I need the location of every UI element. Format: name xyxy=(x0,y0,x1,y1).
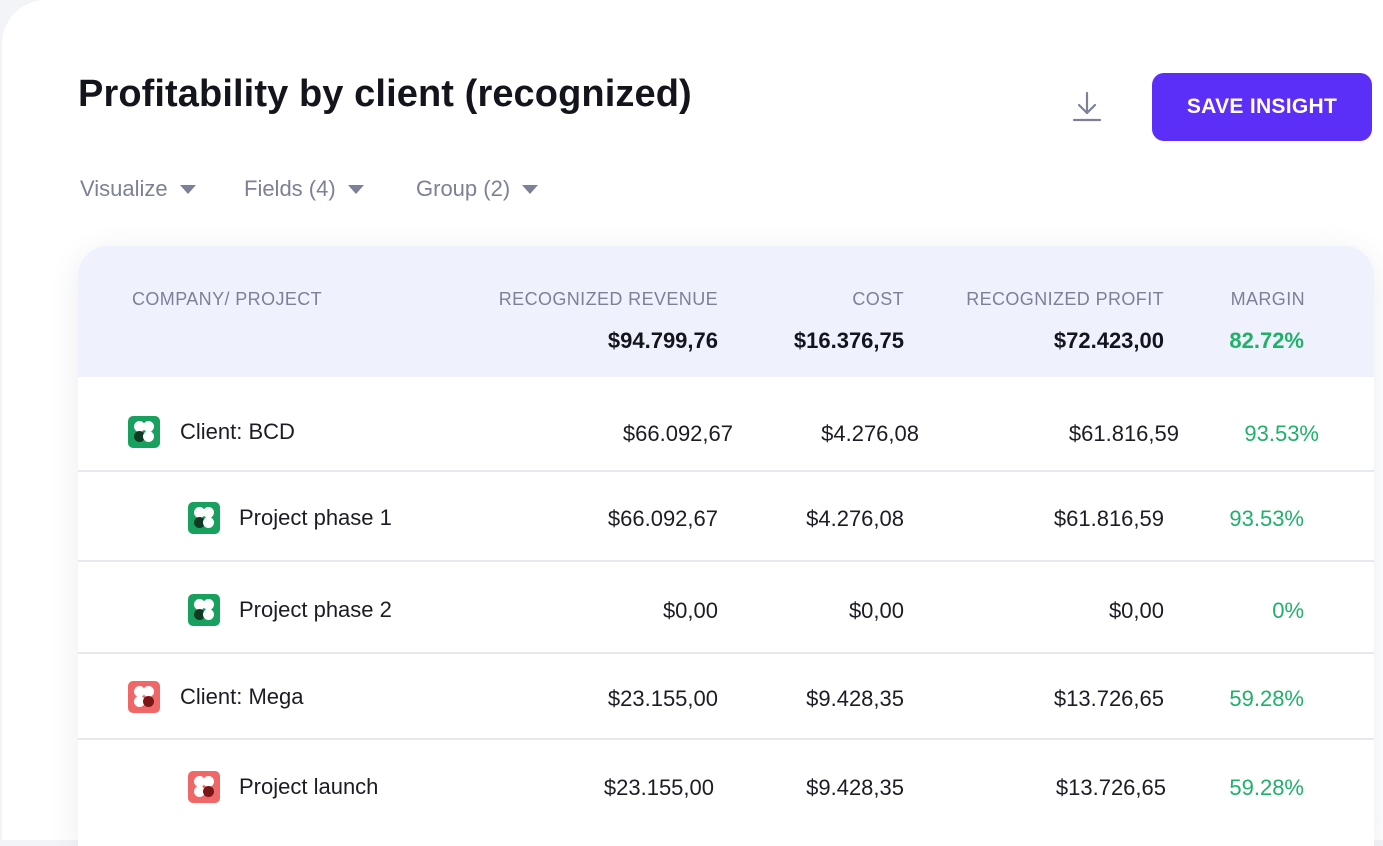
visualize-dropdown[interactable]: Visualize xyxy=(80,172,196,206)
group-label: Group (2) xyxy=(416,176,511,201)
row-profit: $13.726,65 xyxy=(1055,775,1166,800)
download-button[interactable] xyxy=(1068,88,1106,126)
row-cost: $4.276,08 xyxy=(806,506,904,531)
row-profit: $0,00 xyxy=(1108,598,1164,623)
row-revenue: $66.092,67 xyxy=(622,421,733,446)
row-cost: $0,00 xyxy=(848,598,904,623)
row-profit: $61.816,59 xyxy=(1068,421,1179,446)
total-cost: $16.376,75 xyxy=(793,328,904,353)
table-row-client-bcd[interactable]: Client: BCD $66.092,67 $4.276,08 $61.816… xyxy=(78,377,1374,472)
row-cost: $9.428,35 xyxy=(806,686,904,711)
column-header-company[interactable]: COMPANY/ PROJECT xyxy=(132,289,323,309)
row-name: Project phase 2 xyxy=(239,597,392,622)
row-name: Client: BCD xyxy=(180,419,295,444)
row-revenue: $66.092,67 xyxy=(607,506,718,531)
column-header-cost[interactable]: COST xyxy=(852,289,904,309)
column-header-profit[interactable]: RECOGNIZED PROFIT xyxy=(966,289,1164,309)
fields-dropdown[interactable]: Fields (4) xyxy=(244,172,364,206)
client-avatar-icon xyxy=(128,416,160,448)
row-margin: 59.28% xyxy=(1229,775,1304,800)
table-row-project-phase-1[interactable]: Project phase 1 $66.092,67 $4.276,08 $61… xyxy=(78,472,1374,562)
row-name: Project launch xyxy=(239,774,379,799)
row-name: Project phase 1 xyxy=(239,505,392,530)
filter-bar: Visualize Fields (4) Group (2) xyxy=(2,172,702,206)
row-revenue: $23.155,00 xyxy=(603,775,714,800)
row-profit: $13.726,65 xyxy=(1053,686,1164,711)
table-row-project-phase-2[interactable]: Project phase 2 $0,00 $0,00 $0,00 0% xyxy=(78,562,1374,654)
row-name: Client: Mega xyxy=(180,684,304,709)
table-header: COMPANY/ PROJECT RECOGNIZED REVENUE COST… xyxy=(78,246,1374,377)
project-avatar-icon xyxy=(188,502,220,534)
row-margin: 93.53% xyxy=(1229,506,1304,531)
visualize-label: Visualize xyxy=(80,176,168,201)
row-cost: $4.276,08 xyxy=(821,421,919,446)
total-margin: 82.72% xyxy=(1229,328,1304,353)
column-header-margin[interactable]: MARGIN xyxy=(1230,289,1305,309)
row-margin: 59.28% xyxy=(1229,686,1304,711)
total-revenue: $94.799,76 xyxy=(607,328,718,353)
row-revenue: $0,00 xyxy=(662,598,718,623)
row-margin: 0% xyxy=(1272,598,1304,623)
project-avatar-icon xyxy=(188,594,220,626)
chevron-down-icon xyxy=(179,184,196,194)
row-cost: $9.428,35 xyxy=(806,775,904,800)
chevron-down-icon xyxy=(522,184,539,194)
fields-label: Fields (4) xyxy=(244,176,336,201)
chevron-down-icon xyxy=(347,184,364,194)
total-profit: $72.423,00 xyxy=(1053,328,1164,353)
table-row-project-launch[interactable]: Project launch $23.155,00 $9.428,35 $13.… xyxy=(78,740,1374,840)
row-margin: 93.53% xyxy=(1244,421,1319,446)
download-icon xyxy=(1072,91,1102,122)
table-row-client-mega[interactable]: Client: Mega $23.155,00 $9.428,35 $13.72… xyxy=(78,654,1374,740)
profitability-table: COMPANY/ PROJECT RECOGNIZED REVENUE COST… xyxy=(78,246,1374,846)
column-header-revenue[interactable]: RECOGNIZED REVENUE xyxy=(498,289,718,309)
row-profit: $61.816,59 xyxy=(1053,506,1164,531)
group-dropdown[interactable]: Group (2) xyxy=(416,172,539,206)
client-avatar-icon xyxy=(128,681,160,713)
save-insight-button[interactable]: SAVE INSIGHT xyxy=(1152,73,1372,141)
page-title: Profitability by client (recognized) xyxy=(78,73,692,115)
row-revenue: $23.155,00 xyxy=(607,686,718,711)
project-avatar-icon xyxy=(188,771,220,803)
